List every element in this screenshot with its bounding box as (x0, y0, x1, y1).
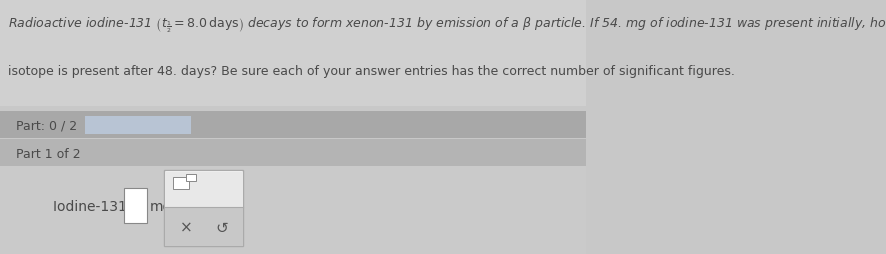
Text: Part: 0 / 2: Part: 0 / 2 (17, 119, 78, 132)
FancyBboxPatch shape (165, 208, 243, 246)
FancyBboxPatch shape (165, 172, 243, 207)
FancyBboxPatch shape (164, 170, 244, 246)
Text: ↺: ↺ (215, 220, 228, 235)
FancyBboxPatch shape (186, 174, 196, 182)
Text: Iodine-131 =: Iodine-131 = (53, 199, 143, 213)
FancyBboxPatch shape (124, 188, 146, 224)
FancyBboxPatch shape (173, 177, 190, 189)
FancyBboxPatch shape (0, 140, 587, 166)
Text: ×: × (180, 220, 193, 235)
FancyBboxPatch shape (0, 112, 587, 138)
FancyBboxPatch shape (0, 166, 587, 254)
FancyBboxPatch shape (85, 117, 190, 135)
Text: isotope is present after 48. days? Be sure each of your answer entries has the c: isotope is present after 48. days? Be su… (8, 65, 734, 77)
Text: mg: mg (150, 199, 173, 213)
FancyBboxPatch shape (0, 0, 587, 107)
Text: Part 1 of 2: Part 1 of 2 (17, 147, 81, 160)
Text: Radioactive iodine-131 $\left( t_{\frac{1}{2}} = 8.0\,\mathrm{days} \right)$ dec: Radioactive iodine-131 $\left( t_{\frac{… (8, 16, 886, 35)
